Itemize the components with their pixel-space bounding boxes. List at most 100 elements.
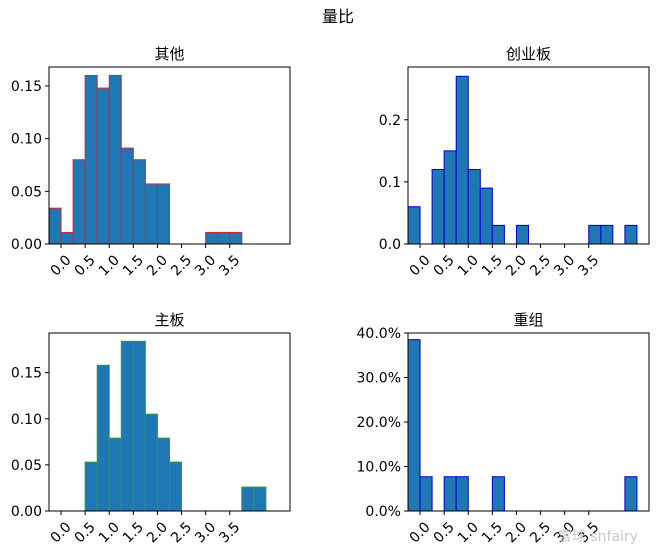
histogram-bar [407, 339, 421, 512]
histogram-bar [455, 476, 469, 512]
histogram-bar [431, 168, 445, 245]
histogram-bar [108, 74, 122, 245]
y-tick-label: 0.1 [379, 175, 401, 191]
histogram-bar [467, 168, 481, 245]
x-tick-label: 3.0 [192, 519, 219, 546]
x-tick-label: 0.5 [431, 519, 458, 546]
y-tick-label: 0.00 [11, 504, 42, 520]
histogram-bar [229, 231, 243, 245]
histogram-bar [48, 207, 62, 245]
y-tick-label: 0.2 [379, 113, 401, 129]
y-tick-label: 0.15 [11, 79, 42, 95]
histogram-bar [108, 437, 122, 512]
histogram-bar [169, 461, 183, 512]
histogram-bar [217, 231, 231, 245]
watermark: 雪球 snfairy [557, 529, 638, 545]
histogram-bar [624, 224, 638, 245]
subplot-4: 重组0.0%10.0%20.0%30.0%40.0%0.00.51.01.52.… [357, 311, 650, 546]
x-tick-label: 1.0 [455, 252, 482, 279]
x-tick-label: 2.0 [503, 252, 530, 279]
x-tick-label: 1.5 [479, 519, 506, 546]
x-tick-label: 2.0 [144, 519, 171, 546]
y-tick-label: 0.0 [379, 237, 401, 253]
x-tick-label: 2.5 [527, 519, 554, 546]
x-tick-label: 2.5 [168, 519, 195, 546]
histogram-bar [491, 476, 505, 512]
histogram-bar [156, 183, 170, 245]
x-tick-label: 2.5 [168, 252, 195, 279]
x-tick-label: 1.0 [455, 519, 482, 546]
histogram-bar [455, 75, 469, 245]
y-tick-label: 0.0% [365, 504, 401, 520]
x-tick-label: 0.5 [72, 519, 99, 546]
histogram-bar [491, 224, 505, 245]
x-tick-label: 1.0 [96, 252, 123, 279]
y-tick-label: 40.0% [357, 326, 401, 342]
subplot-title: 其他 [154, 45, 184, 63]
histogram-bar [479, 187, 493, 245]
y-tick-label: 10.0% [357, 460, 401, 476]
y-tick-label: 0.05 [11, 458, 42, 474]
histogram-bar [443, 476, 457, 512]
histogram-bar [132, 340, 146, 512]
axes-frame [48, 66, 291, 245]
axes-frame [48, 332, 291, 512]
histogram-bar [588, 224, 602, 245]
x-tick-label: 3.0 [551, 252, 578, 279]
histogram-bar [156, 437, 170, 512]
x-tick-label: 0.0 [48, 519, 75, 546]
x-tick-label: 2.5 [527, 252, 554, 279]
histogram-bar [515, 224, 530, 245]
x-tick-label: 3.5 [216, 252, 243, 279]
subplot-title: 创业板 [506, 45, 551, 63]
y-tick-label: 0.10 [11, 412, 42, 428]
histogram-bar [84, 74, 98, 245]
x-tick-label: 1.5 [120, 519, 147, 546]
histogram-bar [96, 87, 110, 245]
histogram-bar [443, 150, 457, 245]
x-tick-label: 3.0 [192, 252, 219, 279]
x-tick-label: 0.0 [48, 252, 75, 279]
axes-frame [407, 66, 650, 245]
x-tick-label: 3.5 [575, 252, 602, 279]
y-tick-label: 20.0% [357, 415, 401, 431]
histogram-bar [205, 231, 219, 245]
y-tick-label: 0.10 [11, 132, 42, 148]
subplot-title: 重组 [513, 311, 543, 329]
x-tick-label: 1.5 [120, 252, 147, 279]
histogram-bar [419, 476, 433, 512]
histogram-bar [407, 206, 421, 245]
y-tick-label: 0.00 [11, 237, 42, 253]
y-tick-label: 30.0% [357, 371, 401, 387]
histogram-bar [120, 147, 134, 245]
x-tick-label: 0.0 [407, 252, 434, 279]
x-tick-label: 1.0 [96, 519, 123, 546]
subplot-title: 主板 [154, 311, 184, 329]
x-tick-label: 0.5 [431, 252, 458, 279]
histogram-bar [96, 364, 110, 512]
histogram-bar [84, 461, 98, 512]
histogram-bar [624, 476, 638, 512]
subplot-3: 主板 0.00 0.05 0.10 0.15 0.00.51.01.52.02.53.03… [11, 311, 291, 546]
histogram-bar [72, 159, 86, 245]
x-tick-label: 2.0 [144, 252, 171, 279]
x-tick-label: 3.5 [216, 519, 243, 546]
histogram-bar [144, 183, 158, 245]
x-tick-label: 0.0 [407, 519, 434, 546]
histogram-bar [241, 486, 255, 512]
histogram-bar [132, 159, 146, 245]
histogram-bar [253, 486, 267, 512]
histogram-bar [600, 224, 614, 245]
subplots: 其他0.000.050.100.150.00.51.01.52.02.53.03… [11, 45, 650, 546]
subplot-1: 其他 0.00 0.05 0.10 0.15 0.00.51.01.52.02.53.03… [11, 45, 291, 279]
figure-title: 量比 [322, 7, 354, 26]
y-tick-label: 0.05 [11, 184, 42, 200]
x-tick-label: 0.5 [72, 252, 99, 279]
x-tick-label: 2.0 [503, 519, 530, 546]
histogram-bar [60, 231, 74, 245]
y-tick-label: 0.15 [11, 366, 42, 382]
histogram-bar [120, 340, 134, 512]
x-tick-label: 1.5 [479, 252, 506, 279]
